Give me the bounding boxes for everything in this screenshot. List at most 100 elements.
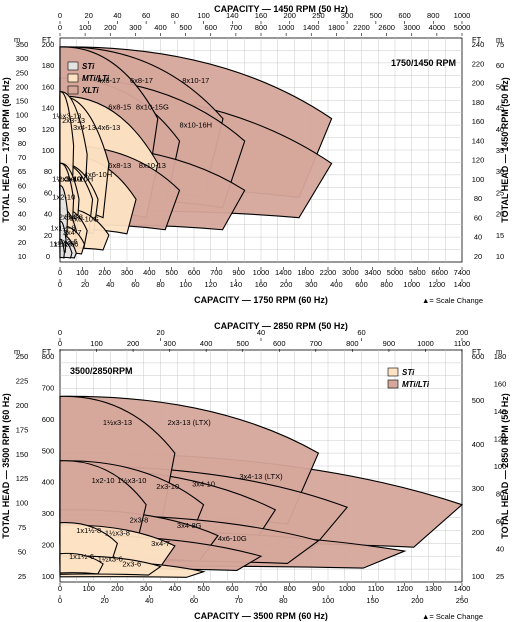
- right-ft-tick-label: 40: [474, 233, 482, 242]
- right-ft-tick-label: 300: [472, 484, 485, 493]
- unit-ft-right: FT.: [472, 35, 482, 44]
- left-m-tick-label: 50: [18, 548, 26, 557]
- legend-swatch: [67, 61, 79, 71]
- bottom-gpm-tick-label: 3000: [342, 268, 359, 277]
- pump-label: 4x6-10H: [84, 170, 112, 179]
- bottom-m3h-tick-label: 1000: [403, 280, 420, 289]
- top-m3h-tick-label: 0: [58, 11, 62, 20]
- pump-label: 1½x3-6: [53, 239, 78, 248]
- top-m3h-tick-label: 20: [156, 328, 164, 337]
- left-m-tick-label: 150: [16, 450, 29, 459]
- right-ft-tick-label: 180: [472, 98, 485, 107]
- bottom-m3h-tick-label: 200: [280, 280, 293, 289]
- bottom-axis-title: CAPACITY — 3500 RPM (60 Hz): [194, 611, 328, 621]
- left-ft-tick-label: 300: [42, 509, 55, 518]
- left-ft-tick-label: 100: [42, 146, 55, 155]
- bottom-m3h-tick-label: 70: [234, 596, 242, 605]
- pump-label: 1½x3-10: [117, 476, 146, 485]
- top-gpm-tick-label: 200: [127, 339, 140, 348]
- bottom-m3h-tick-label: 120: [204, 280, 217, 289]
- bottom-m3h-tick-label: 60: [131, 280, 139, 289]
- right-ft-tick-label: 20: [474, 252, 482, 261]
- right-m-tick-label: 60: [496, 517, 504, 526]
- bottom-gpm-tick-label: 1100: [368, 584, 384, 593]
- bottom-gpm-tick-label: 1800: [297, 268, 314, 277]
- right-m-tick-label: 20: [496, 210, 504, 219]
- left-ft-tick-label: 160: [42, 82, 55, 91]
- right-ft-tick-label: 500: [472, 396, 485, 405]
- left-m-tick-label: 50: [18, 195, 26, 204]
- unit-m-left: m: [14, 347, 20, 356]
- top-gpm-tick-label: 100: [79, 23, 92, 32]
- left-ft-tick-label: 800: [42, 352, 55, 361]
- bottom-m3h-tick-label: 60: [190, 596, 198, 605]
- left-m-tick-label: 150: [16, 97, 29, 106]
- top-gpm-tick-label: 300: [163, 339, 176, 348]
- pump-label: 2x3-6: [122, 560, 141, 569]
- top-m3h-tick-label: 80: [171, 11, 179, 20]
- right-ft-tick-label: 220: [472, 59, 485, 68]
- top-gpm-tick-label: 400: [154, 23, 167, 32]
- bottom-m3h-tick-label: 400: [330, 280, 343, 289]
- bottom-m3h-tick-label: 0: [58, 596, 62, 605]
- pump-label: 1x2-10: [52, 192, 75, 201]
- left-ft-tick-label: 700: [42, 383, 55, 392]
- bottom-gpm-tick-label: 1000: [339, 584, 356, 593]
- scale-change-note: ▲= Scale Change: [422, 612, 483, 621]
- top-m3h-tick-label: 40: [113, 11, 121, 20]
- right-m-tick-label: 120: [494, 435, 507, 444]
- right-ft-tick-label: 140: [472, 136, 485, 145]
- unit-m-right: m: [496, 35, 502, 44]
- bottom-m3h-tick-label: 100: [322, 596, 335, 605]
- bottom-gpm-tick-label: 300: [121, 268, 134, 277]
- top-gpm-tick-label: 700: [310, 339, 323, 348]
- right-ft-tick-label: 100: [472, 175, 485, 184]
- top-gpm-tick-label: 5000: [454, 23, 471, 32]
- pump-label: 6x8-15: [108, 103, 131, 112]
- chart-title: 3500/2850RPM: [70, 366, 133, 376]
- left-m-tick-label: 200: [16, 401, 29, 410]
- right-m-tick-label: 140: [494, 407, 507, 416]
- right-ft-tick-label: 100: [472, 572, 485, 581]
- pump-label: 3x4-8: [64, 212, 83, 221]
- left-m-tick-label: 30: [18, 224, 26, 233]
- top-gpm-tick-label: 1400: [303, 23, 320, 32]
- top-gpm-tick-label: 600: [273, 339, 286, 348]
- left-m-tick-label: 125: [16, 474, 29, 483]
- bottom-m3h-tick-label: 100: [179, 280, 192, 289]
- left-m-tick-label: 300: [16, 54, 29, 63]
- left-ft-tick-label: 80: [44, 167, 52, 176]
- top-m3h-tick-label: 250: [312, 11, 325, 20]
- top-m3h-tick-label: 160: [255, 11, 268, 20]
- right-m-tick-label: 100: [494, 462, 507, 471]
- bottom-gpm-tick-label: 1300: [425, 584, 442, 593]
- unit-ft-left: FT.: [42, 347, 52, 356]
- top-gpm-tick-label: 200: [104, 23, 117, 32]
- bottom-m3h-tick-label: 80: [156, 280, 164, 289]
- right-m-tick-label: 180: [494, 352, 507, 361]
- bottom-m3h-tick-label: 1400: [454, 280, 471, 289]
- bottom-gpm-tick-label: 1400: [454, 584, 471, 593]
- pump-label: 6x8-13: [108, 161, 131, 170]
- left-ft-tick-label: 120: [42, 125, 55, 134]
- left-m-tick-label: 20: [18, 238, 26, 247]
- bottom-gpm-tick-label: 5000: [387, 268, 404, 277]
- left-m-tick-label: 100: [16, 111, 29, 120]
- chart-3500rpm: 1x1½-6 1x1½-8 1½x3-6 1½x3-8 2x3-6 1½x3-13 2x3-…: [1, 321, 510, 621]
- top-m3h-tick-label: 500: [370, 11, 383, 20]
- top-m3h-tick-label: 0: [58, 328, 62, 337]
- left-ft-tick-label: 40: [44, 210, 52, 219]
- pump-label: 3x4-8G: [177, 521, 202, 530]
- left-ft-tick-label: 200: [42, 541, 55, 550]
- unit-ft-left: FT.: [42, 35, 52, 44]
- pump-label: 2x3-8: [130, 516, 149, 525]
- legend-swatch: [387, 379, 399, 389]
- top-gpm-tick-label: 500: [179, 23, 192, 32]
- bottom-gpm-tick-label: 100: [82, 584, 95, 593]
- top-gpm-tick-label: 3000: [403, 23, 420, 32]
- pump-label: 1x1½-8: [76, 526, 101, 535]
- pump-label: 3x4-13: [73, 123, 96, 132]
- bottom-axis-title: CAPACITY — 1750 RPM (60 Hz): [194, 295, 328, 305]
- right-m-tick-label: 10: [496, 252, 504, 261]
- legend-label: STi: [82, 62, 95, 71]
